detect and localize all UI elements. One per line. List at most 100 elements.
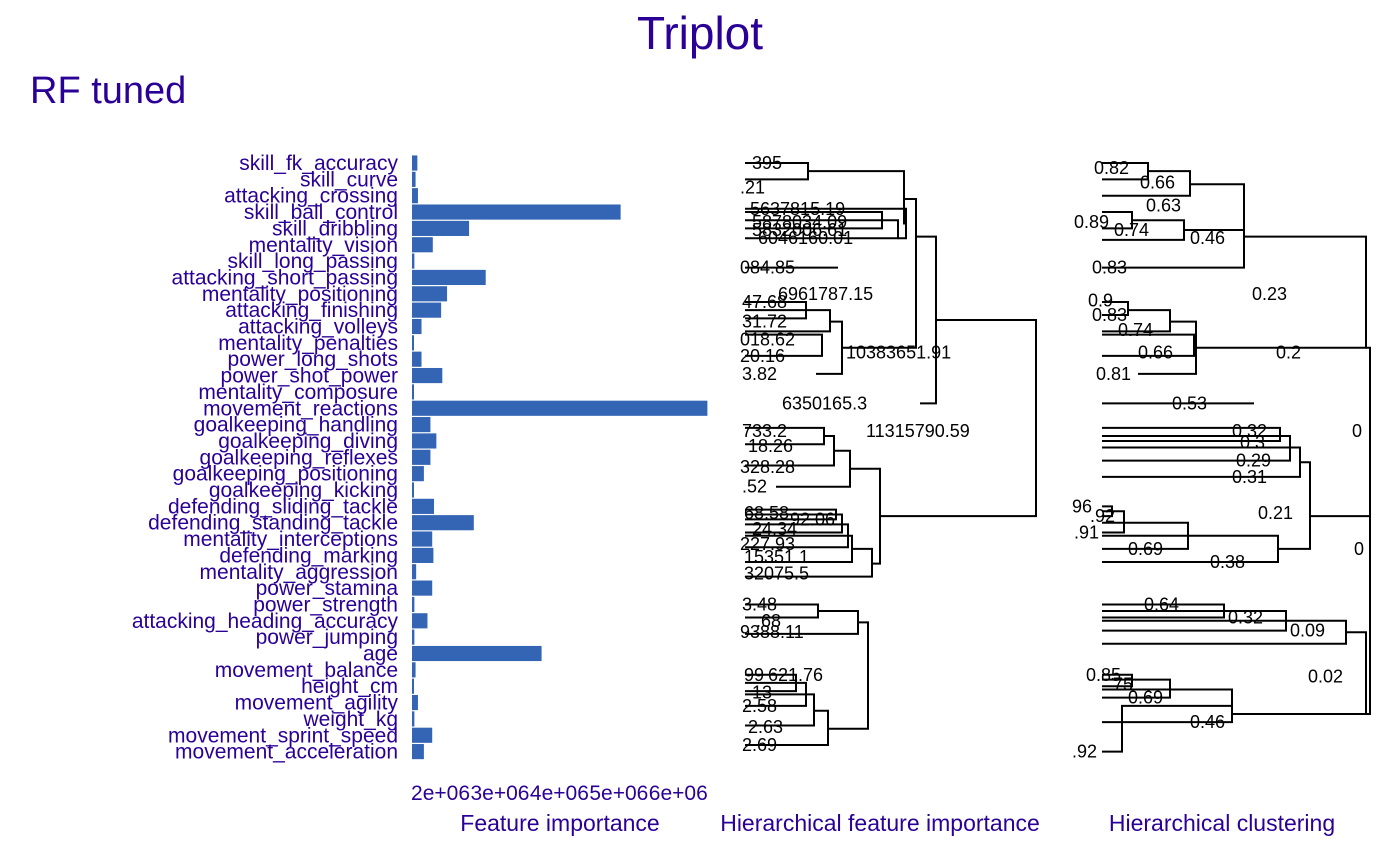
dendrogram-node-label: 0.31 bbox=[1232, 467, 1267, 487]
bar-movement-agility bbox=[412, 694, 418, 711]
bar-mentality-vision bbox=[412, 237, 433, 253]
feature-label: weight_kg bbox=[302, 708, 398, 731]
dendrogram-node-label: 5878034.09 bbox=[752, 212, 847, 232]
dendrogram-node-label: 0.32 bbox=[1232, 421, 1267, 441]
dendrogram-node-label: 10383651.91 bbox=[846, 343, 951, 363]
dendrogram-link bbox=[1184, 183, 1245, 232]
dendrogram-node-label: 328.28 bbox=[740, 457, 795, 477]
dendrogram-node-label: 5637815.19 bbox=[750, 199, 845, 219]
dendrogram-node-label: 0.81 bbox=[1096, 364, 1131, 384]
bar-movement-acceleration bbox=[412, 744, 424, 760]
dendrogram-node-label: 0.63 bbox=[1146, 196, 1181, 216]
feature-label: power_strength bbox=[253, 593, 398, 616]
bar-attacking-heading-accuracy bbox=[412, 613, 428, 629]
dendrogram-node-label: 0.23 bbox=[1252, 284, 1287, 304]
feature-label: height_cm bbox=[301, 675, 398, 698]
dendrogram-root bbox=[880, 319, 1037, 517]
feature-label: movement_balance bbox=[215, 659, 398, 682]
dendrogram-node-label: 0.66 bbox=[1138, 343, 1173, 363]
feature-label: mentality_penalties bbox=[218, 332, 398, 355]
bar-attacking-volleys bbox=[412, 318, 422, 335]
bar-defending-sliding-tackle bbox=[412, 498, 434, 514]
bar-mentality-positioning bbox=[412, 286, 448, 302]
x-axis-label-hierarchical-feature-importance: Hierarchical feature importance bbox=[720, 810, 1040, 836]
feature-label: age bbox=[363, 643, 398, 666]
feature-label: skill_long_passing bbox=[228, 250, 398, 273]
bar-mentality-penalties bbox=[412, 335, 414, 351]
dendrogram-node-label: 0.38 bbox=[1210, 552, 1245, 572]
dendrogram-node-label: 0.46 bbox=[1190, 228, 1225, 248]
bar-power-jumping bbox=[412, 629, 415, 645]
feature-label: movement_agility bbox=[235, 692, 399, 715]
feature-label: movement_acceleration bbox=[175, 741, 398, 764]
bar-goalkeeping-diving bbox=[412, 433, 437, 449]
bar-weight-kg bbox=[412, 711, 415, 727]
dendrogram-node-label: .52 bbox=[742, 477, 767, 497]
x-axis-label-hierarchical-clustering: Hierarchical clustering bbox=[1109, 810, 1335, 836]
feature-label: movement_reactions bbox=[203, 397, 398, 420]
dendrogram-node-label: 0.83 bbox=[1092, 305, 1127, 325]
feature-label: mentality_interceptions bbox=[183, 528, 398, 551]
dendrogram-node-label: 0.74 bbox=[1114, 220, 1149, 240]
feature-label: goalkeeping_handling bbox=[194, 414, 398, 437]
hierarchical-feature-importance-panel: 395 .215637815.195878034.095832006.616046… bbox=[720, 153, 1040, 836]
bar-mentality-interceptions bbox=[412, 531, 433, 547]
dendrogram-node-label: 9388.11 bbox=[740, 622, 804, 642]
dendrogram-node-label: 621.76 bbox=[768, 665, 823, 685]
x-tick-label: 4e+06 bbox=[530, 782, 589, 805]
dendrogram-node-label: 0.53 bbox=[1172, 393, 1207, 413]
feature-label: skill_fk_accuracy bbox=[239, 152, 398, 175]
feature-label: goalkeeping_positioning bbox=[173, 463, 398, 486]
feature-label: power_shot_power bbox=[221, 365, 398, 388]
dendrogram-node-label: 395 bbox=[752, 153, 782, 173]
feature-label: power_long_shots bbox=[228, 348, 398, 371]
dendrogram-node-label: 99 bbox=[744, 665, 764, 685]
dendrogram-node-label: 0.29 bbox=[1236, 451, 1271, 471]
bar-power-stamina bbox=[412, 580, 433, 596]
dendrogram-node-label: 18.26 bbox=[748, 436, 793, 456]
x-tick-label: 5e+06 bbox=[589, 782, 648, 805]
x-tick-label: 2e+06 bbox=[411, 782, 470, 805]
bar-height-cm bbox=[412, 678, 414, 694]
dendrogram-node-label: 2.58 bbox=[742, 696, 777, 716]
dendrogram-link bbox=[828, 621, 869, 730]
dendrogram-node-label: 0.3 bbox=[1240, 433, 1265, 453]
dendrogram-node-label: 0.2 bbox=[1276, 343, 1301, 363]
dendrogram-link bbox=[1120, 207, 1245, 269]
bar-attacking-finishing bbox=[412, 302, 442, 318]
bar-defending-marking bbox=[412, 547, 434, 563]
dendrogram-node-label: 6046160.01 bbox=[758, 228, 853, 248]
dendrogram-node-label: 47.68 bbox=[742, 292, 787, 312]
dendrogram-node-label: 0 bbox=[1352, 421, 1362, 441]
chart-subtitle: RF tuned bbox=[30, 70, 187, 112]
feature-label: skill_ball_control bbox=[244, 201, 398, 224]
bar-skill-long-passing bbox=[412, 253, 415, 269]
x-tick-label: 6e+06 bbox=[649, 782, 708, 805]
dendrogram-node-label: 0.89 bbox=[1074, 212, 1109, 232]
feature-label: mentality_aggression bbox=[200, 561, 398, 584]
dendrogram-node-label: 2.63 bbox=[748, 717, 783, 737]
bar-goalkeeping-kicking bbox=[412, 482, 414, 498]
bar-movement-balance bbox=[412, 662, 416, 678]
dendrogram-link bbox=[808, 170, 906, 225]
bar-mentality-aggression bbox=[412, 564, 417, 580]
bar-skill-ball-control bbox=[412, 204, 621, 220]
dendrogram-node-label: 2.69 bbox=[742, 735, 777, 755]
bar-mentality-composure bbox=[412, 384, 414, 400]
dendrogram-node-label: 13 bbox=[752, 683, 772, 703]
dendrogram-node-label: .21 bbox=[740, 178, 765, 198]
dendrogram-link bbox=[1102, 704, 1232, 753]
feature-label: mentality_composure bbox=[198, 381, 398, 404]
dendrogram-node-label: 0.32 bbox=[1228, 608, 1263, 628]
dendrogram-node-label: 0.21 bbox=[1258, 503, 1293, 523]
dendrogram-node-label: 0.02 bbox=[1308, 666, 1343, 686]
chart-title: Triplot bbox=[636, 7, 764, 59]
dendrogram-node-label: 084.85 bbox=[740, 258, 795, 278]
bar-skill-fk-accuracy bbox=[412, 155, 418, 171]
dendrogram-node-label: 0.83 bbox=[1092, 258, 1127, 278]
bar-goalkeeping-handling bbox=[412, 417, 431, 433]
dendrogram-link bbox=[745, 219, 899, 240]
bar-goalkeeping-positioning bbox=[412, 466, 424, 482]
bar-movement-sprint-speed bbox=[412, 727, 433, 743]
